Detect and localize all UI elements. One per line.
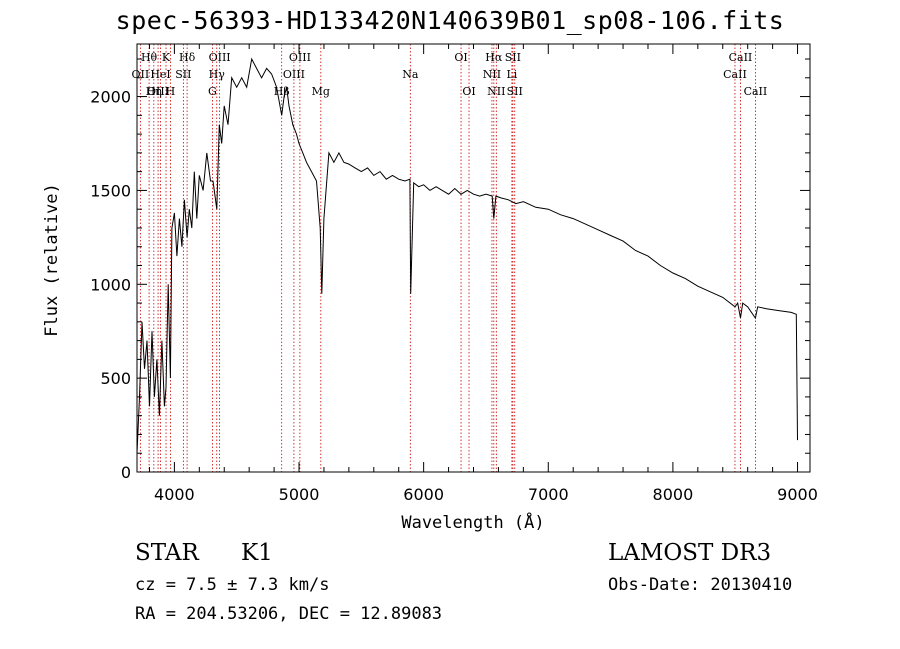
x-axis-label: Wavelength (Å) bbox=[401, 511, 544, 533]
marker-label-third_row-2: H bbox=[166, 85, 176, 98]
marker-label-second_row-5: Na bbox=[402, 68, 419, 81]
y-tick-label-4: 2000 bbox=[90, 88, 131, 107]
marker-label-second_row-4: OIII bbox=[283, 68, 305, 81]
chart-title: spec-56393-HD133420N140639B01_sp08-106.f… bbox=[115, 6, 785, 35]
marker-label-second_row-8: CaII bbox=[723, 68, 747, 81]
marker-label-second_row-1: HeI bbox=[150, 68, 170, 81]
marker-label-second_row-3: Hγ bbox=[209, 68, 226, 81]
marker-label-top_row-6: Hα bbox=[485, 51, 503, 64]
x-tick-label-4: 8000 bbox=[653, 485, 694, 504]
y-tick-label-2: 1000 bbox=[90, 275, 131, 294]
obs-date: Obs-Date: 20130410 bbox=[608, 575, 793, 595]
y-tick-label-0: 0 bbox=[121, 463, 131, 482]
marker-label-third_row-5: Mg bbox=[312, 85, 330, 98]
spectrum-series-line bbox=[136, 57, 798, 454]
marker-label-second_row-2: SII bbox=[175, 68, 191, 81]
marker-label-top_row-3: OIII bbox=[209, 51, 231, 64]
marker-label-top_row-7: SII bbox=[505, 51, 521, 64]
y-tick-label-1: 500 bbox=[100, 369, 131, 388]
survey-name: LAMOST DR3 bbox=[608, 540, 772, 566]
y-axis-label: Flux (relative) bbox=[42, 183, 62, 337]
marker-label-second_row-6: NII bbox=[483, 68, 501, 81]
marker-label-third_row-0: OIII bbox=[147, 85, 169, 98]
y-tick-label-3: 1500 bbox=[90, 181, 131, 200]
x-axis-ticks: 4000 5000 6000 7000 8000 9000 bbox=[148, 44, 818, 504]
x-tick-label-3: 7000 bbox=[528, 485, 569, 504]
marker-label-top_row-1: K bbox=[162, 51, 171, 64]
marker-label-third_row-1: Hη bbox=[146, 85, 162, 98]
marker-label-second_row-0: OII bbox=[132, 68, 150, 81]
ra-dec: RA = 204.53206, DEC = 12.89083 bbox=[135, 604, 443, 624]
marker-label-third_row-3: G bbox=[208, 85, 217, 98]
marker-label-top_row-0: Hθ bbox=[141, 51, 158, 64]
marker-label-top_row-4: OIII bbox=[289, 51, 311, 64]
marker-label-top_row-2: Hδ bbox=[179, 51, 196, 64]
marker-label-third_row-6: OI bbox=[462, 85, 475, 98]
marker-label-third_row-9: CaII bbox=[744, 85, 768, 98]
y-axis-ticks: 0 500 1000 1500 2000 bbox=[90, 58, 810, 482]
object-subclass: K1 bbox=[241, 540, 273, 566]
line-markers bbox=[139, 44, 756, 472]
redshift-cz: cz = 7.5 ± 7.3 km/s bbox=[135, 575, 330, 595]
marker-label-second_row-7: Li bbox=[506, 68, 517, 81]
x-tick-label-2: 6000 bbox=[403, 485, 444, 504]
x-tick-label-0: 4000 bbox=[154, 485, 195, 504]
x-tick-label-1: 5000 bbox=[279, 485, 320, 504]
plot-frame bbox=[136, 43, 811, 473]
object-class: STAR bbox=[135, 540, 199, 566]
marker-label-top_row-5: OI bbox=[454, 51, 467, 64]
marker-label-third_row-7: NII bbox=[487, 85, 505, 98]
marker-label-top_row-8: CaII bbox=[729, 51, 753, 64]
marker-label-third_row-8: SII bbox=[507, 85, 523, 98]
x-tick-label-5: 9000 bbox=[777, 485, 818, 504]
